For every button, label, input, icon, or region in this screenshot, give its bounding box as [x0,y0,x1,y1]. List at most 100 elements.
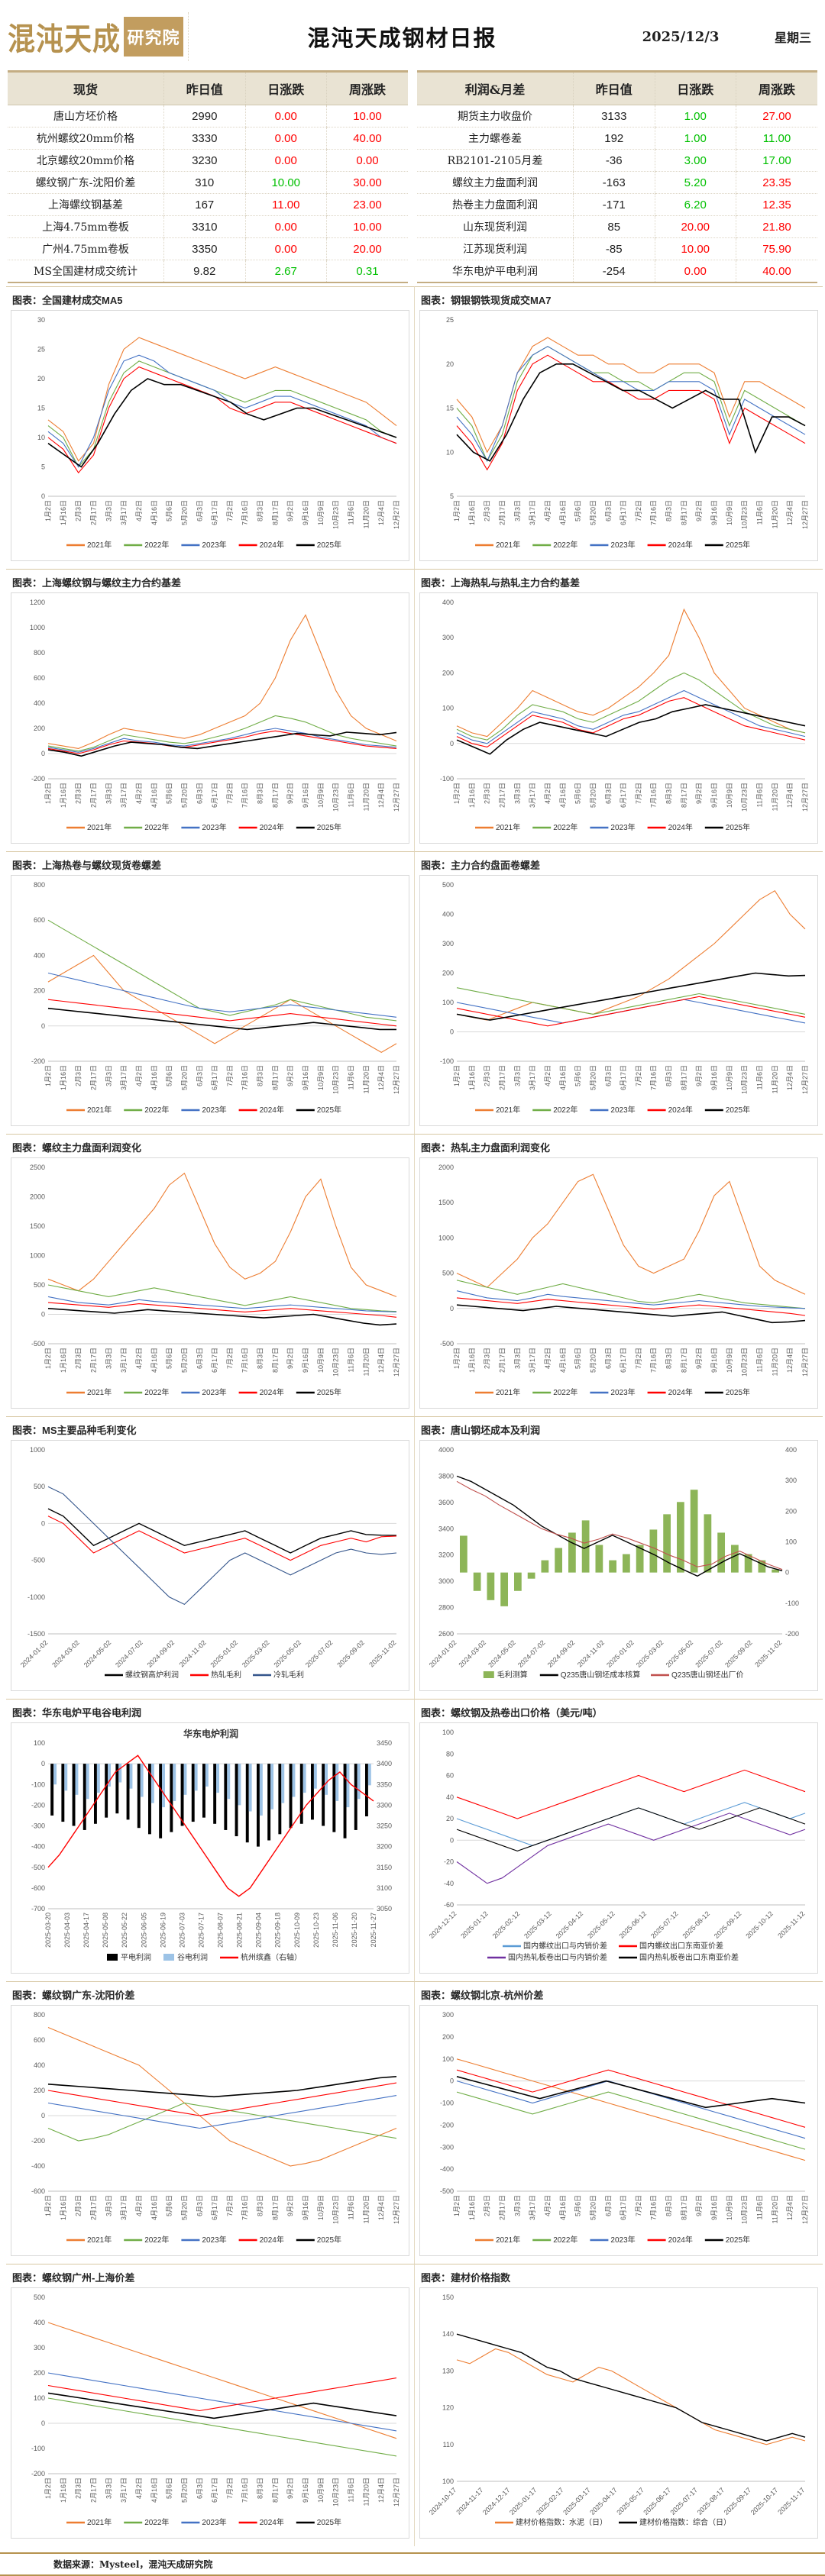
svg-text:500: 500 [442,1270,454,1277]
table-name-header: 现货 [8,71,164,105]
svg-text:4月16日: 4月16日 [150,2478,158,2503]
yesterday-value: -171 [573,193,655,216]
svg-text:2月3日: 2月3日 [75,1065,82,1086]
svg-text:2025-07-17: 2025-07-17 [197,1913,205,1948]
svg-text:7月2日: 7月2日 [226,783,234,804]
svg-text:11月6日: 11月6日 [756,1065,764,1089]
svg-text:4月16日: 4月16日 [150,1348,158,1373]
chart-block: 图表：唐山钢坯成本及利润 2600 2800 3000 3200 3400 3600 3800… [414,1416,823,1699]
svg-text:9月2日: 9月2日 [695,783,703,804]
row-label: RB2101-2105月差 [417,149,574,172]
svg-text:200: 200 [34,2369,45,2377]
svg-text:3450: 3450 [377,1739,392,1747]
svg-text:-700: -700 [31,1905,45,1913]
svg-text:7月16日: 7月16日 [241,1348,249,1373]
week-change: 10.00 [326,215,408,238]
svg-text:6月17日: 6月17日 [211,500,218,525]
svg-text:2021年: 2021年 [496,1387,520,1397]
svg-text:300: 300 [442,2011,454,2019]
svg-text:3月3日: 3月3日 [513,1348,521,1369]
svg-text:7月16日: 7月16日 [650,1348,658,1373]
svg-text:-600: -600 [31,2187,45,2195]
svg-text:3月3日: 3月3日 [513,1065,521,1086]
chart-area: -100 0 100 200 300 400 1月2日 1月16日 2月3日 2月17日 3月3日 3… [419,592,818,844]
svg-text:10月23日: 10月23日 [741,2195,749,2224]
svg-text:2月17日: 2月17日 [89,2478,97,2503]
svg-text:8月3日: 8月3日 [665,783,673,804]
day-change: 3.00 [654,149,736,172]
svg-text:12月4日: 12月4日 [377,1348,385,1373]
svg-text:-40: -40 [444,1880,454,1887]
svg-text:2025年: 2025年 [726,2235,750,2245]
chart-block: 图表：上海热卷与螺纹现货卷螺差 -200 0 200 400 600 800 1月2日 1月16… [6,851,414,1134]
svg-text:6月17日: 6月17日 [211,1348,218,1373]
svg-text:5月6日: 5月6日 [574,1065,582,1086]
svg-text:8月3日: 8月3日 [665,2195,673,2216]
svg-text:6月17日: 6月17日 [211,2195,218,2220]
svg-text:5月20日: 5月20日 [589,2195,597,2220]
svg-text:2024年: 2024年 [668,1105,693,1115]
svg-text:6月3日: 6月3日 [196,1065,203,1086]
svg-text:9月16日: 9月16日 [302,2478,309,2503]
week-change: 0.31 [326,260,408,283]
svg-text:2025-05-12: 2025-05-12 [586,1909,616,1940]
svg-text:1月16日: 1月16日 [468,1065,476,1090]
svg-text:10月23日: 10月23日 [741,1348,749,1377]
svg-text:12月27日: 12月27日 [801,783,809,812]
svg-text:2022年: 2022年 [144,1105,169,1115]
svg-text:10月9日: 10月9日 [317,783,325,808]
svg-text:螺纹钢高炉利润: 螺纹钢高炉利润 [125,1670,179,1680]
chart-title: 图表：华东电炉平电谷电利润 [12,1707,142,1719]
svg-text:5月20日: 5月20日 [589,783,597,808]
svg-text:2024-09-02: 2024-09-02 [546,1638,577,1669]
week-change: 40.00 [326,127,408,150]
svg-text:2025-03-02: 2025-03-02 [635,1638,665,1669]
svg-text:2022年: 2022年 [553,1387,578,1397]
column-header: 日涨跌 [654,71,736,105]
svg-text:5月6日: 5月6日 [574,783,582,804]
row-label: 上海4.75mm卷板 [8,215,164,238]
svg-text:2月17日: 2月17日 [89,783,97,808]
svg-text:-200: -200 [31,1801,45,1809]
svg-text:9月2日: 9月2日 [286,500,294,521]
svg-text:9月2日: 9月2日 [286,783,294,804]
chart-area: -200 0 200 400 600 800 1000 1200 1月2日 1月16日 2月3日 2月… [11,592,409,844]
svg-text:15: 15 [37,405,45,412]
week-change: 21.80 [736,215,817,238]
svg-text:平电利润: 平电利润 [121,1952,151,1962]
yesterday-value: 3350 [163,237,245,260]
row-label: 螺纹钢广东-沈阳价差 [8,171,164,194]
svg-text:2025年: 2025年 [317,1105,341,1115]
svg-text:10月9日: 10月9日 [726,1348,733,1373]
svg-text:4月16日: 4月16日 [150,1065,158,1090]
svg-text:2月17日: 2月17日 [89,2195,97,2220]
svg-text:150: 150 [442,2294,454,2301]
day-change: 1.00 [654,127,736,150]
svg-text:9月2日: 9月2日 [286,1065,294,1086]
svg-text:2021年: 2021年 [87,1387,112,1397]
svg-text:2月3日: 2月3日 [484,1065,491,1086]
svg-text:6月17日: 6月17日 [211,1065,218,1090]
svg-text:600: 600 [34,916,45,924]
svg-text:4月2日: 4月2日 [544,1065,552,1086]
svg-text:7月2日: 7月2日 [635,2195,642,2216]
svg-text:-500: -500 [31,1557,45,1564]
row-label: 江苏现货利润 [417,237,574,260]
row-label: 上海螺纹钢基差 [8,193,164,216]
svg-text:3月3日: 3月3日 [105,783,112,804]
svg-text:9月2日: 9月2日 [286,2195,294,2216]
svg-text:8月17日: 8月17日 [680,500,688,525]
table-row: 杭州螺纹20mm价格 3330 0.00 40.00 [8,127,408,150]
day-change: 0.00 [244,237,327,260]
svg-text:10月9日: 10月9日 [317,500,325,525]
price-table: 现货 昨日值 日涨跌 周涨跌 唐山方坯价格 2990 0.00 10.00 杭州螺纹20mm价格… [8,70,408,283]
svg-text:3600: 3600 [438,1499,454,1506]
svg-text:3300: 3300 [377,1801,392,1809]
svg-text:0: 0 [450,1028,454,1036]
chart-canvas: -500 0 500 1000 1500 2000 2500 1月2日 1月16日 2月3日 2月1… [30,1164,400,1397]
svg-text:9月16日: 9月16日 [710,500,718,525]
svg-text:120: 120 [442,2404,454,2412]
chart-block: 图表：上海螺纹钢与螺纹主力合约基差 -200 0 200 400 600 800 1000 12… [6,569,414,851]
svg-text:12月4日: 12月4日 [377,2478,385,2503]
svg-text:6月3日: 6月3日 [604,500,612,521]
